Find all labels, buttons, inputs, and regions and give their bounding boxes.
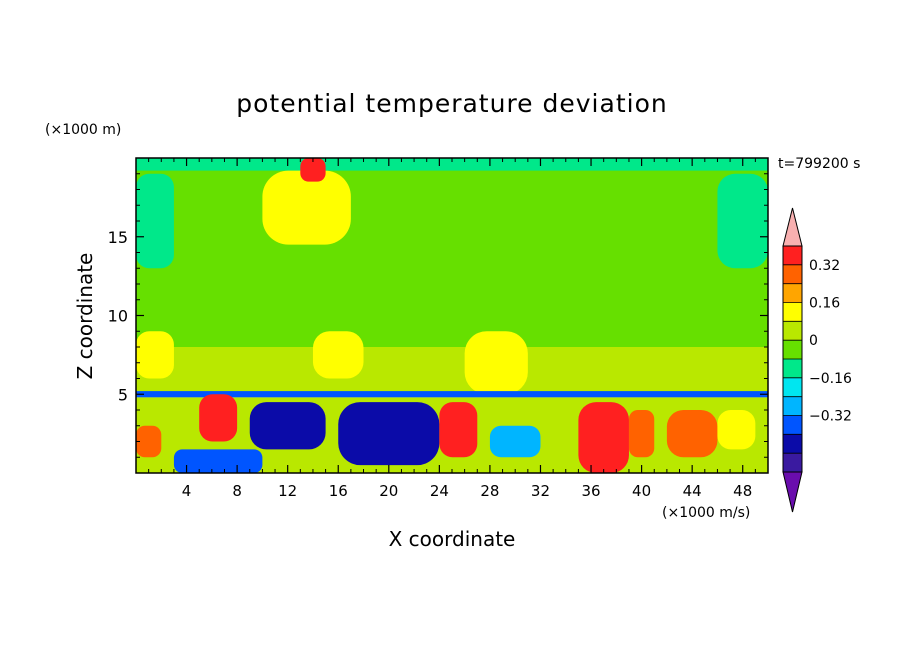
x-axis-label: X coordinate [389,527,516,551]
colorbar-arrow-low [782,471,803,513]
field-region [338,402,440,466]
x-tick-label: 32 [531,482,550,500]
field-region [464,331,528,395]
x-tick-label: 16 [329,482,348,500]
x-tick-label: 20 [379,482,398,500]
x-axis-unit: (×1000 m/s) [662,505,750,521]
x-tick-label: 8 [232,482,242,500]
field-region [717,410,756,450]
x-tick-label: 24 [430,482,449,500]
contour-field [136,158,768,473]
colorbar-label: −0.32 [809,409,852,425]
y-axis-ticks: 5 10 15 [108,173,768,458]
x-tick-label: 28 [480,482,499,500]
x-tick-label: 36 [581,482,600,500]
field-region [666,410,718,458]
x-tick-label: 4 [182,482,192,500]
colorbar-band [783,453,802,472]
x-tick-label: 48 [733,482,752,500]
field-region [312,331,364,379]
colorbar-band [783,246,802,265]
chart-title: potential temperature deviation [236,89,667,118]
y-tick-label: 5 [118,385,128,404]
field-region [249,402,326,450]
field-region [300,158,326,182]
y-axis-unit: (×1000 m) [45,122,121,138]
y-axis-label: Z coordinate [73,253,97,380]
field-region [578,402,629,473]
field-region [262,170,351,245]
colorbar-label: 0.16 [809,296,840,312]
field-region [136,391,768,398]
y-tick-label: 15 [108,228,128,247]
field-region [136,173,174,269]
field-region [199,394,238,442]
colorbar-label: 0 [809,333,818,349]
colorbar-band [783,302,802,322]
colorbar-label: 0.32 [809,258,840,274]
field-region [136,347,768,395]
field-region [489,425,541,458]
colorbar-band [783,415,802,435]
field-region [439,402,478,458]
field-region [628,410,655,458]
colorbar-arrow-high [782,207,803,247]
time-label: t=799200 s [778,156,860,172]
colorbar-label: −0.16 [809,371,852,387]
colorbar-band [783,434,802,454]
field-region [717,173,768,269]
y-tick-label: 10 [108,307,128,326]
colorbar-band [783,283,802,303]
colorbar-band [783,321,802,341]
colorbar: 0.32 0.16 0 −0.16 −0.32 [782,207,852,513]
colorbar-band [783,264,802,284]
x-tick-label: 12 [278,482,297,500]
colorbar-band [783,340,802,359]
x-axis-ticks: 4 8 12 16 20 24 28 32 36 40 44 48 [148,158,756,500]
field-region [173,449,263,473]
colorbar-band [783,359,802,378]
x-tick-label: 40 [632,482,651,500]
field-region [136,425,162,458]
x-tick-label: 44 [683,482,702,500]
colorbar-band [783,396,802,416]
field-region [136,158,768,171]
colorbar-band [783,377,802,397]
field-region [136,331,174,379]
